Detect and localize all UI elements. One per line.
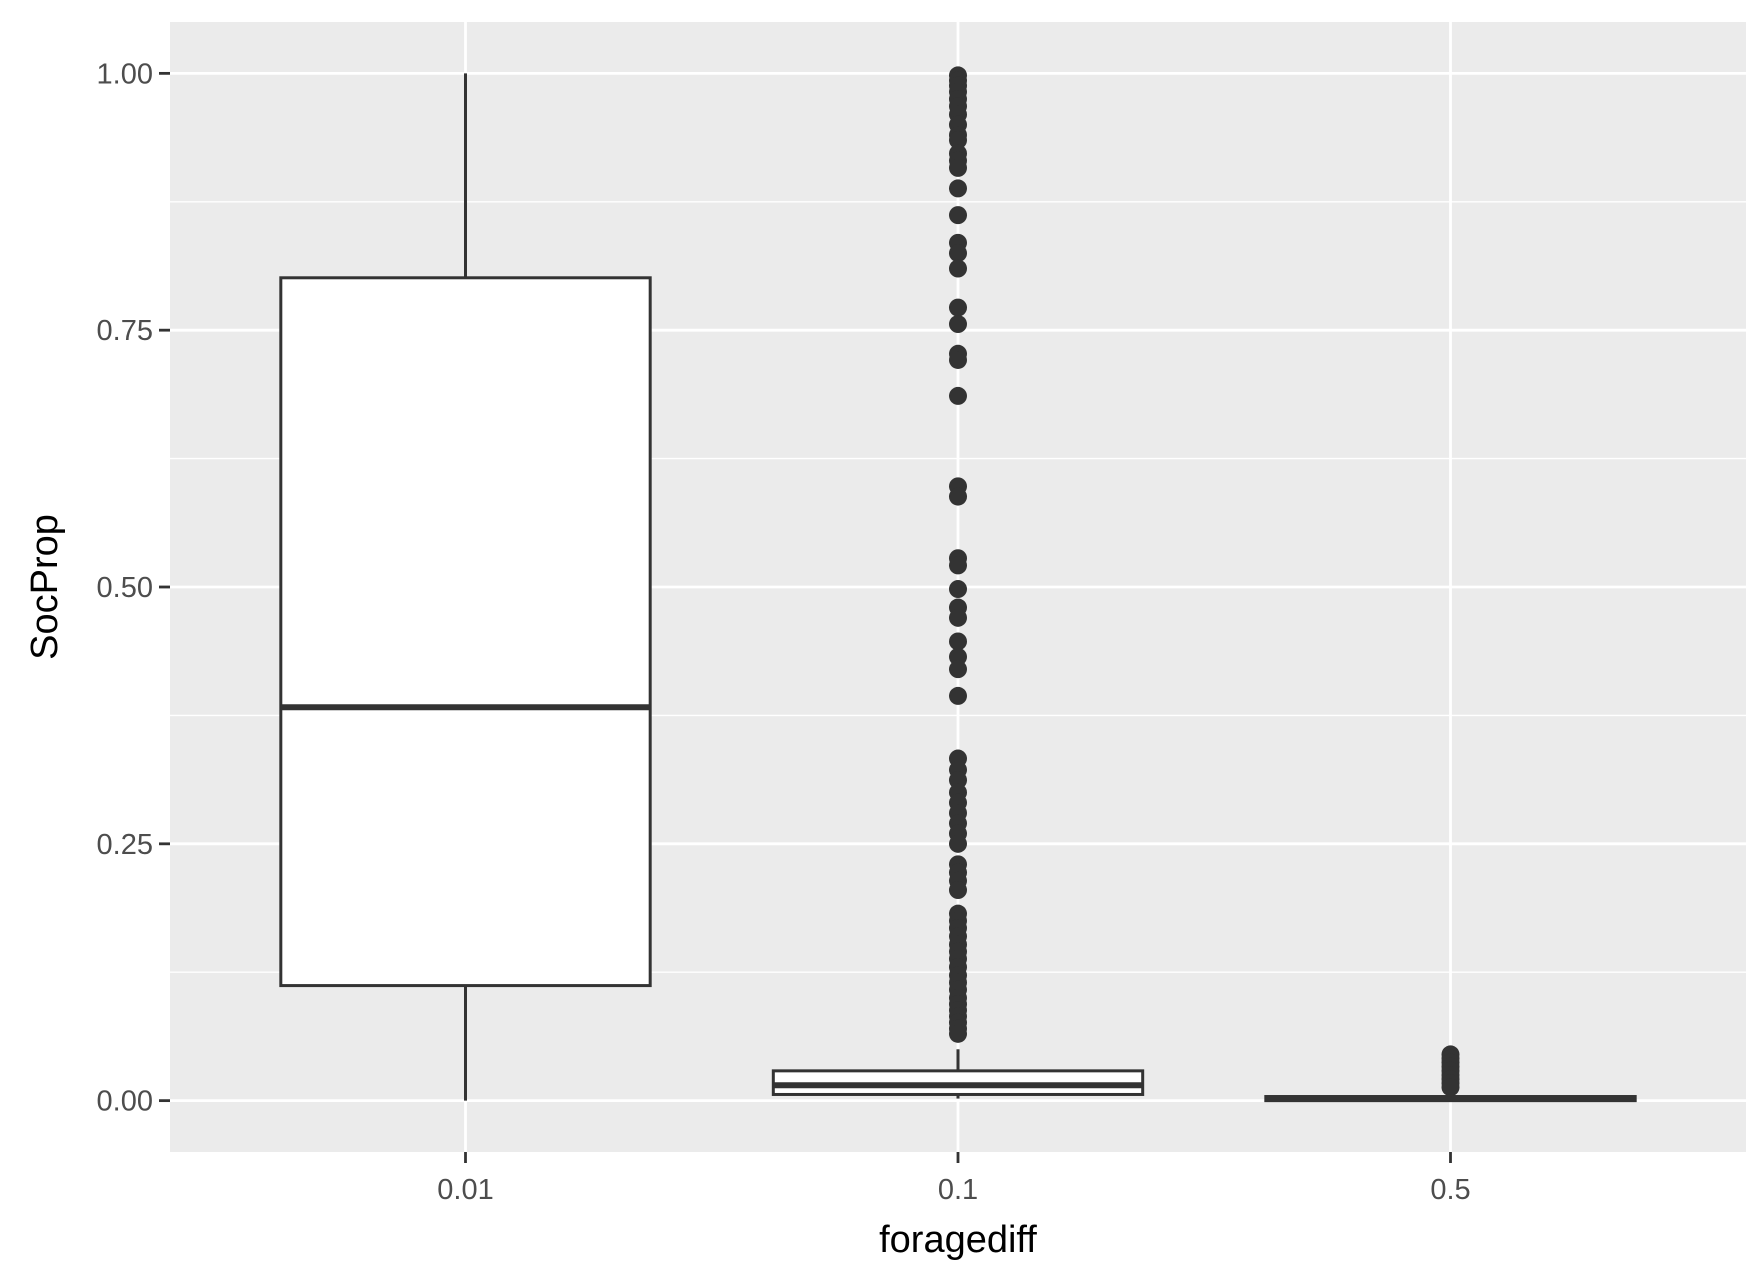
outlier-point: [949, 206, 967, 225]
outlier-point: [949, 771, 967, 790]
outlier-point: [949, 632, 967, 651]
axes-layer: 0.00 0.25 0.50 0.75 1.00 0.01 0.1 0.5: [97, 58, 1471, 1206]
y-tick-label: 1.00: [97, 58, 153, 90]
y-tick-label: 0.25: [97, 829, 153, 861]
y-tick-label: 0.00: [97, 1086, 153, 1118]
outlier-point: [949, 131, 967, 150]
outlier-point: [949, 487, 967, 506]
outlier-point: [949, 608, 967, 627]
outlier-point: [949, 660, 967, 679]
outlier-point: [949, 315, 967, 334]
outlier-point: [949, 556, 967, 575]
x-tick-label: 0.01: [437, 1174, 493, 1206]
x-axis-title: foragediff: [879, 1219, 1037, 1261]
x-tick-label: 0.5: [1430, 1174, 1470, 1206]
box-iqr: [279, 276, 652, 988]
outlier-point: [949, 244, 967, 263]
outlier-point: [949, 158, 967, 177]
outlier-point: [949, 580, 967, 599]
outlier-point: [949, 1024, 967, 1043]
outlier-point: [949, 386, 967, 405]
outlier-point: [949, 179, 967, 198]
y-tick-label: 0.50: [97, 572, 153, 604]
outlier-point: [949, 647, 967, 666]
x-tick-label: 0.1: [938, 1174, 978, 1206]
outlier-point: [949, 881, 967, 900]
outlier-point: [949, 259, 967, 278]
outlier-point: [1441, 1078, 1460, 1097]
outlier-point: [949, 686, 967, 705]
y-axis-title: SocProp: [24, 514, 66, 660]
outlier-point: [949, 350, 967, 369]
y-tick-label: 0.75: [97, 315, 153, 347]
outlier-point: [949, 834, 967, 853]
outlier-point: [949, 298, 967, 317]
boxes-layer: [279, 66, 1637, 1103]
